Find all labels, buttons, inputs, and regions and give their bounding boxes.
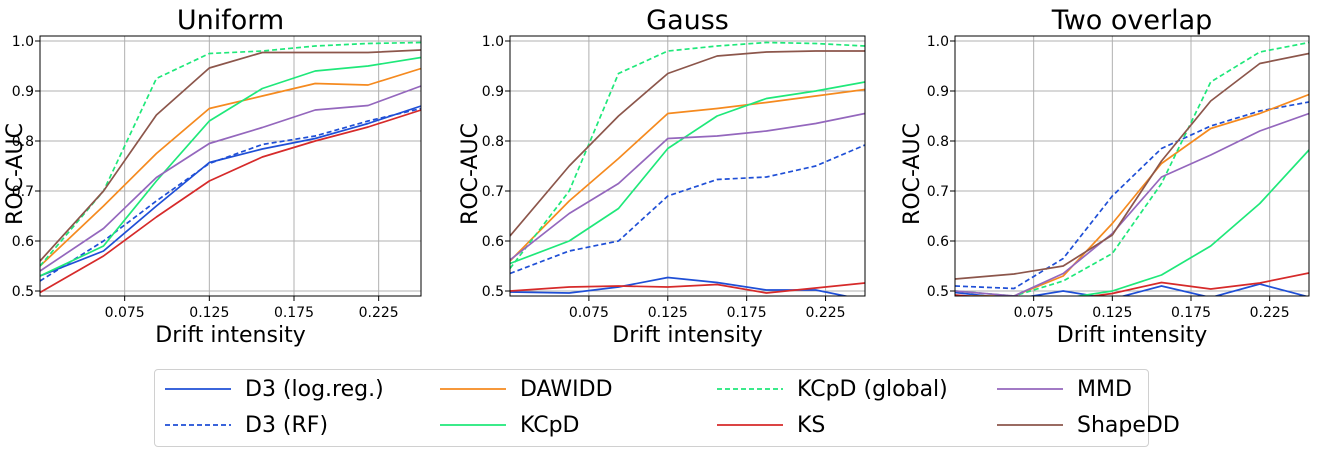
series-line-kcpd-global xyxy=(40,41,421,267)
x-tick-label: 0.175 xyxy=(1171,305,1211,321)
x-tick-label: 0.075 xyxy=(1014,305,1054,321)
y-tick-label: 0.9 xyxy=(927,84,949,100)
x-tick-label: 0.225 xyxy=(806,305,846,321)
chart-title: Two overlap xyxy=(1051,5,1213,36)
legend: D3 (log.reg.) D3 (RF) DAWIDD KCpD KCpD (glob… xyxy=(154,369,1180,447)
y-tick-label: 0.6 xyxy=(927,234,949,250)
chart-panel-2: 0.075 0.125 0.175 0.225 0.5 0.6 0.7 0.8 0.9 1.0 Ga… xyxy=(458,5,866,348)
y-tick-label: 0.8 xyxy=(927,134,949,150)
legend-swatch xyxy=(997,424,1063,426)
series-group xyxy=(40,41,421,294)
series-line-dawidd xyxy=(510,88,865,262)
series-line-shapedd xyxy=(955,52,1309,280)
series-group xyxy=(955,41,1309,296)
chart-panel-1: 0.075 0.125 0.175 0.225 0.5 0.6 0.7 0.8 0.9 1.0 Un… xyxy=(3,5,422,348)
x-tick-label: 0.225 xyxy=(1250,305,1290,321)
y-axis-label: ROC-AUC xyxy=(458,123,483,225)
legend-label: D3 (log.reg.) xyxy=(245,376,384,402)
y-tick-label: 0.5 xyxy=(482,284,504,300)
y-tick-label: 1.0 xyxy=(927,34,949,50)
legend-item: KCpD xyxy=(438,410,580,440)
series-line-d3-rf xyxy=(955,101,1309,290)
legend-swatch xyxy=(717,424,783,426)
y-tick-label: 0.5 xyxy=(927,284,949,300)
legend-label: ShapeDD xyxy=(1077,412,1180,438)
legend-label: DAWIDD xyxy=(520,376,613,402)
y-axis-label: ROC-AUC xyxy=(900,123,925,225)
y-tick-label: 0.7 xyxy=(927,184,949,200)
y-tick-label: 0.8 xyxy=(482,134,504,150)
series-line-ks xyxy=(40,109,421,294)
series-line-kcpd-global xyxy=(955,41,1309,296)
y-tick-label: 0.7 xyxy=(482,184,504,200)
series-line-mmd xyxy=(955,112,1309,296)
legend-label: D3 (RF) xyxy=(245,412,329,438)
series-line-kcpd xyxy=(1073,149,1309,296)
y-tick-label: 1.0 xyxy=(12,34,34,50)
y-tick-label: 0.6 xyxy=(12,234,34,250)
series-line-ks xyxy=(510,282,865,294)
x-tick-label: 0.075 xyxy=(105,305,145,321)
plot-frame xyxy=(509,35,866,297)
legend-item: D3 (RF) xyxy=(163,410,328,440)
legend-item: KS xyxy=(715,410,825,440)
series-line-mmd xyxy=(510,112,865,261)
series-line-dawidd xyxy=(955,93,1309,296)
x-axis-label: Drift intensity xyxy=(612,323,762,348)
series-line-kcpd xyxy=(510,81,865,265)
series-group xyxy=(510,41,865,296)
legend-swatch xyxy=(165,388,231,390)
chart-figure: 0.075 0.125 0.175 0.225 0.5 0.6 0.7 0.8 0.9 1.0 Un… xyxy=(3,5,1310,348)
legend-label: KCpD xyxy=(520,412,580,438)
x-tick-label: 0.125 xyxy=(1092,305,1132,321)
x-tick-label: 0.125 xyxy=(648,305,688,321)
y-tick-label: 0.5 xyxy=(12,284,34,300)
chart-title: Uniform xyxy=(177,5,284,36)
legend-swatch xyxy=(717,388,783,390)
series-line-d3-log-reg xyxy=(510,276,850,296)
legend-item: DAWIDD xyxy=(438,374,613,404)
plot-frame xyxy=(39,35,422,297)
y-axis-label: ROC-AUC xyxy=(3,123,28,225)
legend-swatch xyxy=(997,388,1063,390)
chart-title: Gauss xyxy=(646,5,729,36)
series-line-d3-log-reg xyxy=(40,105,421,277)
series-line-dawidd xyxy=(40,67,421,267)
series-line-d3-rf xyxy=(40,107,421,282)
x-axis-label: Drift intensity xyxy=(1057,323,1207,348)
legend-item: MMD xyxy=(995,374,1132,404)
legend-item: ShapeDD xyxy=(995,410,1180,440)
legend-item: KCpD (global) xyxy=(715,374,948,404)
legend-swatch xyxy=(440,424,506,426)
series-line-shapedd xyxy=(40,49,421,262)
legend-item: D3 (log.reg.) xyxy=(163,374,384,404)
y-tick-label: 0.7 xyxy=(12,184,34,200)
legend-label: KS xyxy=(797,412,826,438)
series-line-kcpd-global xyxy=(510,41,865,270)
x-tick-label: 0.075 xyxy=(569,305,609,321)
series-line-d3-rf xyxy=(510,144,865,275)
y-tick-label: 0.9 xyxy=(482,84,504,100)
legend-swatch xyxy=(165,424,231,426)
legend-label: MMD xyxy=(1077,376,1132,402)
x-tick-label: 0.225 xyxy=(359,305,399,321)
plot-frame xyxy=(954,35,1310,297)
y-tick-label: 1.0 xyxy=(482,34,504,50)
series-line-d3-log-reg xyxy=(955,283,1309,296)
x-tick-label: 0.125 xyxy=(189,305,229,321)
x-tick-label: 0.175 xyxy=(274,305,314,321)
x-axis-label: Drift intensity xyxy=(155,323,305,348)
series-line-ks xyxy=(955,272,1309,296)
series-line-shapedd xyxy=(510,50,865,237)
y-tick-label: 0.6 xyxy=(482,234,504,250)
series-line-kcpd xyxy=(40,56,421,277)
x-tick-label: 0.175 xyxy=(727,305,767,321)
y-tick-label: 0.9 xyxy=(12,84,34,100)
chart-panel-3: 0.075 0.125 0.175 0.225 0.5 0.6 0.7 0.8 0.9 1.0 Tw… xyxy=(900,5,1310,348)
series-line-mmd xyxy=(40,85,421,272)
legend-label: KCpD (global) xyxy=(797,376,948,402)
legend-swatch xyxy=(440,388,506,390)
y-tick-label: 0.8 xyxy=(12,134,34,150)
